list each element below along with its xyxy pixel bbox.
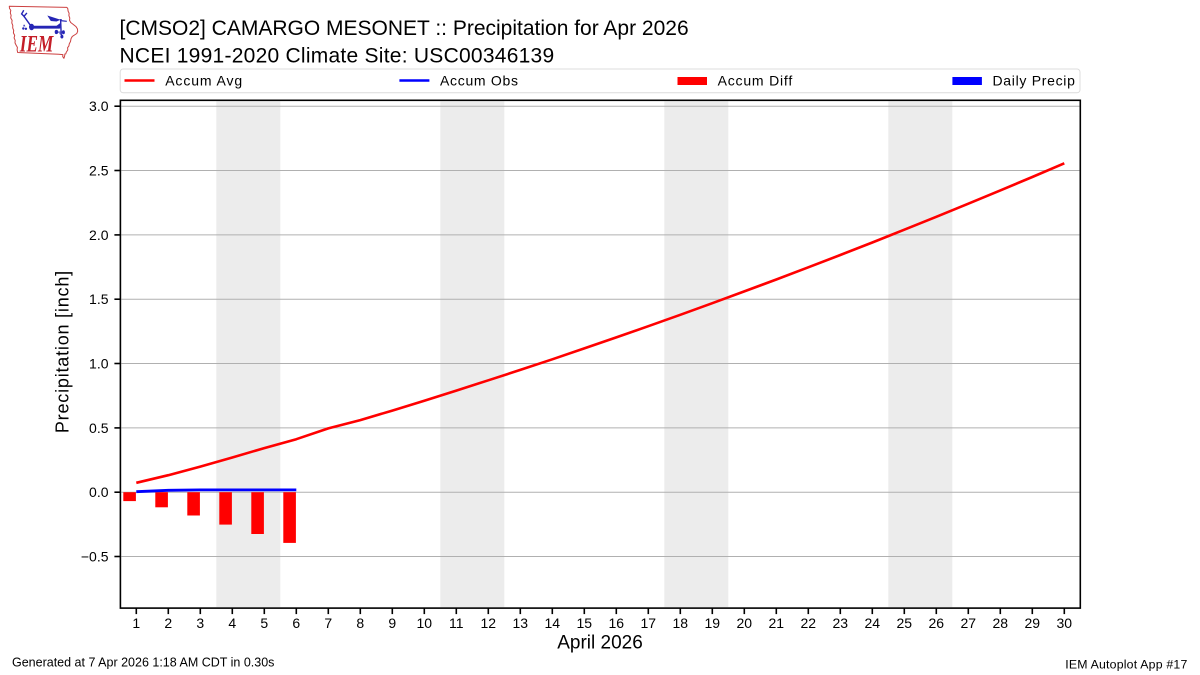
svg-text:18: 18 xyxy=(673,615,689,631)
svg-text:21: 21 xyxy=(769,615,785,631)
svg-text:28: 28 xyxy=(993,615,1009,631)
svg-text:10: 10 xyxy=(417,615,433,631)
svg-text:NCEI 1991-2020 Climate Site: U: NCEI 1991-2020 Climate Site: USC00346139 xyxy=(120,45,555,68)
svg-text:20: 20 xyxy=(737,615,753,631)
svg-text:22: 22 xyxy=(801,615,817,631)
svg-text:15: 15 xyxy=(577,615,593,631)
svg-text:2: 2 xyxy=(164,615,172,631)
svg-text:24: 24 xyxy=(865,615,881,631)
svg-text:Generated at 7 Apr 2026 1:18 A: Generated at 7 Apr 2026 1:18 AM CDT in 0… xyxy=(12,655,274,669)
svg-text:0.0: 0.0 xyxy=(89,484,109,500)
svg-text:19: 19 xyxy=(705,615,721,631)
svg-text:[CMSO2] CAMARGO MESONET :: Pre: [CMSO2] CAMARGO MESONET :: Precipitation… xyxy=(120,17,689,40)
svg-text:1: 1 xyxy=(132,615,140,631)
svg-text:2.5: 2.5 xyxy=(89,163,109,179)
svg-text:27: 27 xyxy=(961,615,977,631)
svg-text:2.0: 2.0 xyxy=(89,227,109,243)
svg-text:1.0: 1.0 xyxy=(89,356,109,372)
svg-text:7: 7 xyxy=(324,615,332,631)
svg-text:IEM Autoplot App #17: IEM Autoplot App #17 xyxy=(1065,657,1187,671)
svg-text:0.5: 0.5 xyxy=(89,420,109,436)
svg-text:3.0: 3.0 xyxy=(89,98,109,114)
svg-text:17: 17 xyxy=(641,615,657,631)
svg-text:13: 13 xyxy=(513,615,529,631)
svg-text:5: 5 xyxy=(260,615,268,631)
svg-text:6: 6 xyxy=(292,615,300,631)
svg-text:14: 14 xyxy=(545,615,561,631)
svg-text:3: 3 xyxy=(196,615,204,631)
svg-text:1.5: 1.5 xyxy=(89,291,109,307)
svg-text:April 2026: April 2026 xyxy=(557,632,643,653)
svg-text:25: 25 xyxy=(897,615,913,631)
svg-text:16: 16 xyxy=(609,615,625,631)
svg-text:29: 29 xyxy=(1025,615,1041,631)
svg-text:4: 4 xyxy=(228,615,236,631)
svg-text:12: 12 xyxy=(481,615,497,631)
svg-text:26: 26 xyxy=(929,615,945,631)
svg-text:9: 9 xyxy=(388,615,396,631)
svg-text:Daily Precip: Daily Precip xyxy=(993,72,1076,88)
svg-text:Precipitation [inch]: Precipitation [inch] xyxy=(53,270,73,433)
svg-text:30: 30 xyxy=(1057,615,1073,631)
svg-text:8: 8 xyxy=(356,615,364,631)
svg-text:Accum Avg: Accum Avg xyxy=(165,72,243,88)
svg-text:Accum Diff: Accum Diff xyxy=(718,72,793,88)
svg-text:11: 11 xyxy=(449,615,464,631)
svg-text:23: 23 xyxy=(833,615,849,631)
svg-text:−0.5: −0.5 xyxy=(81,549,109,565)
svg-text:Accum Obs: Accum Obs xyxy=(440,72,519,88)
svg-text:IEM: IEM xyxy=(19,32,54,57)
